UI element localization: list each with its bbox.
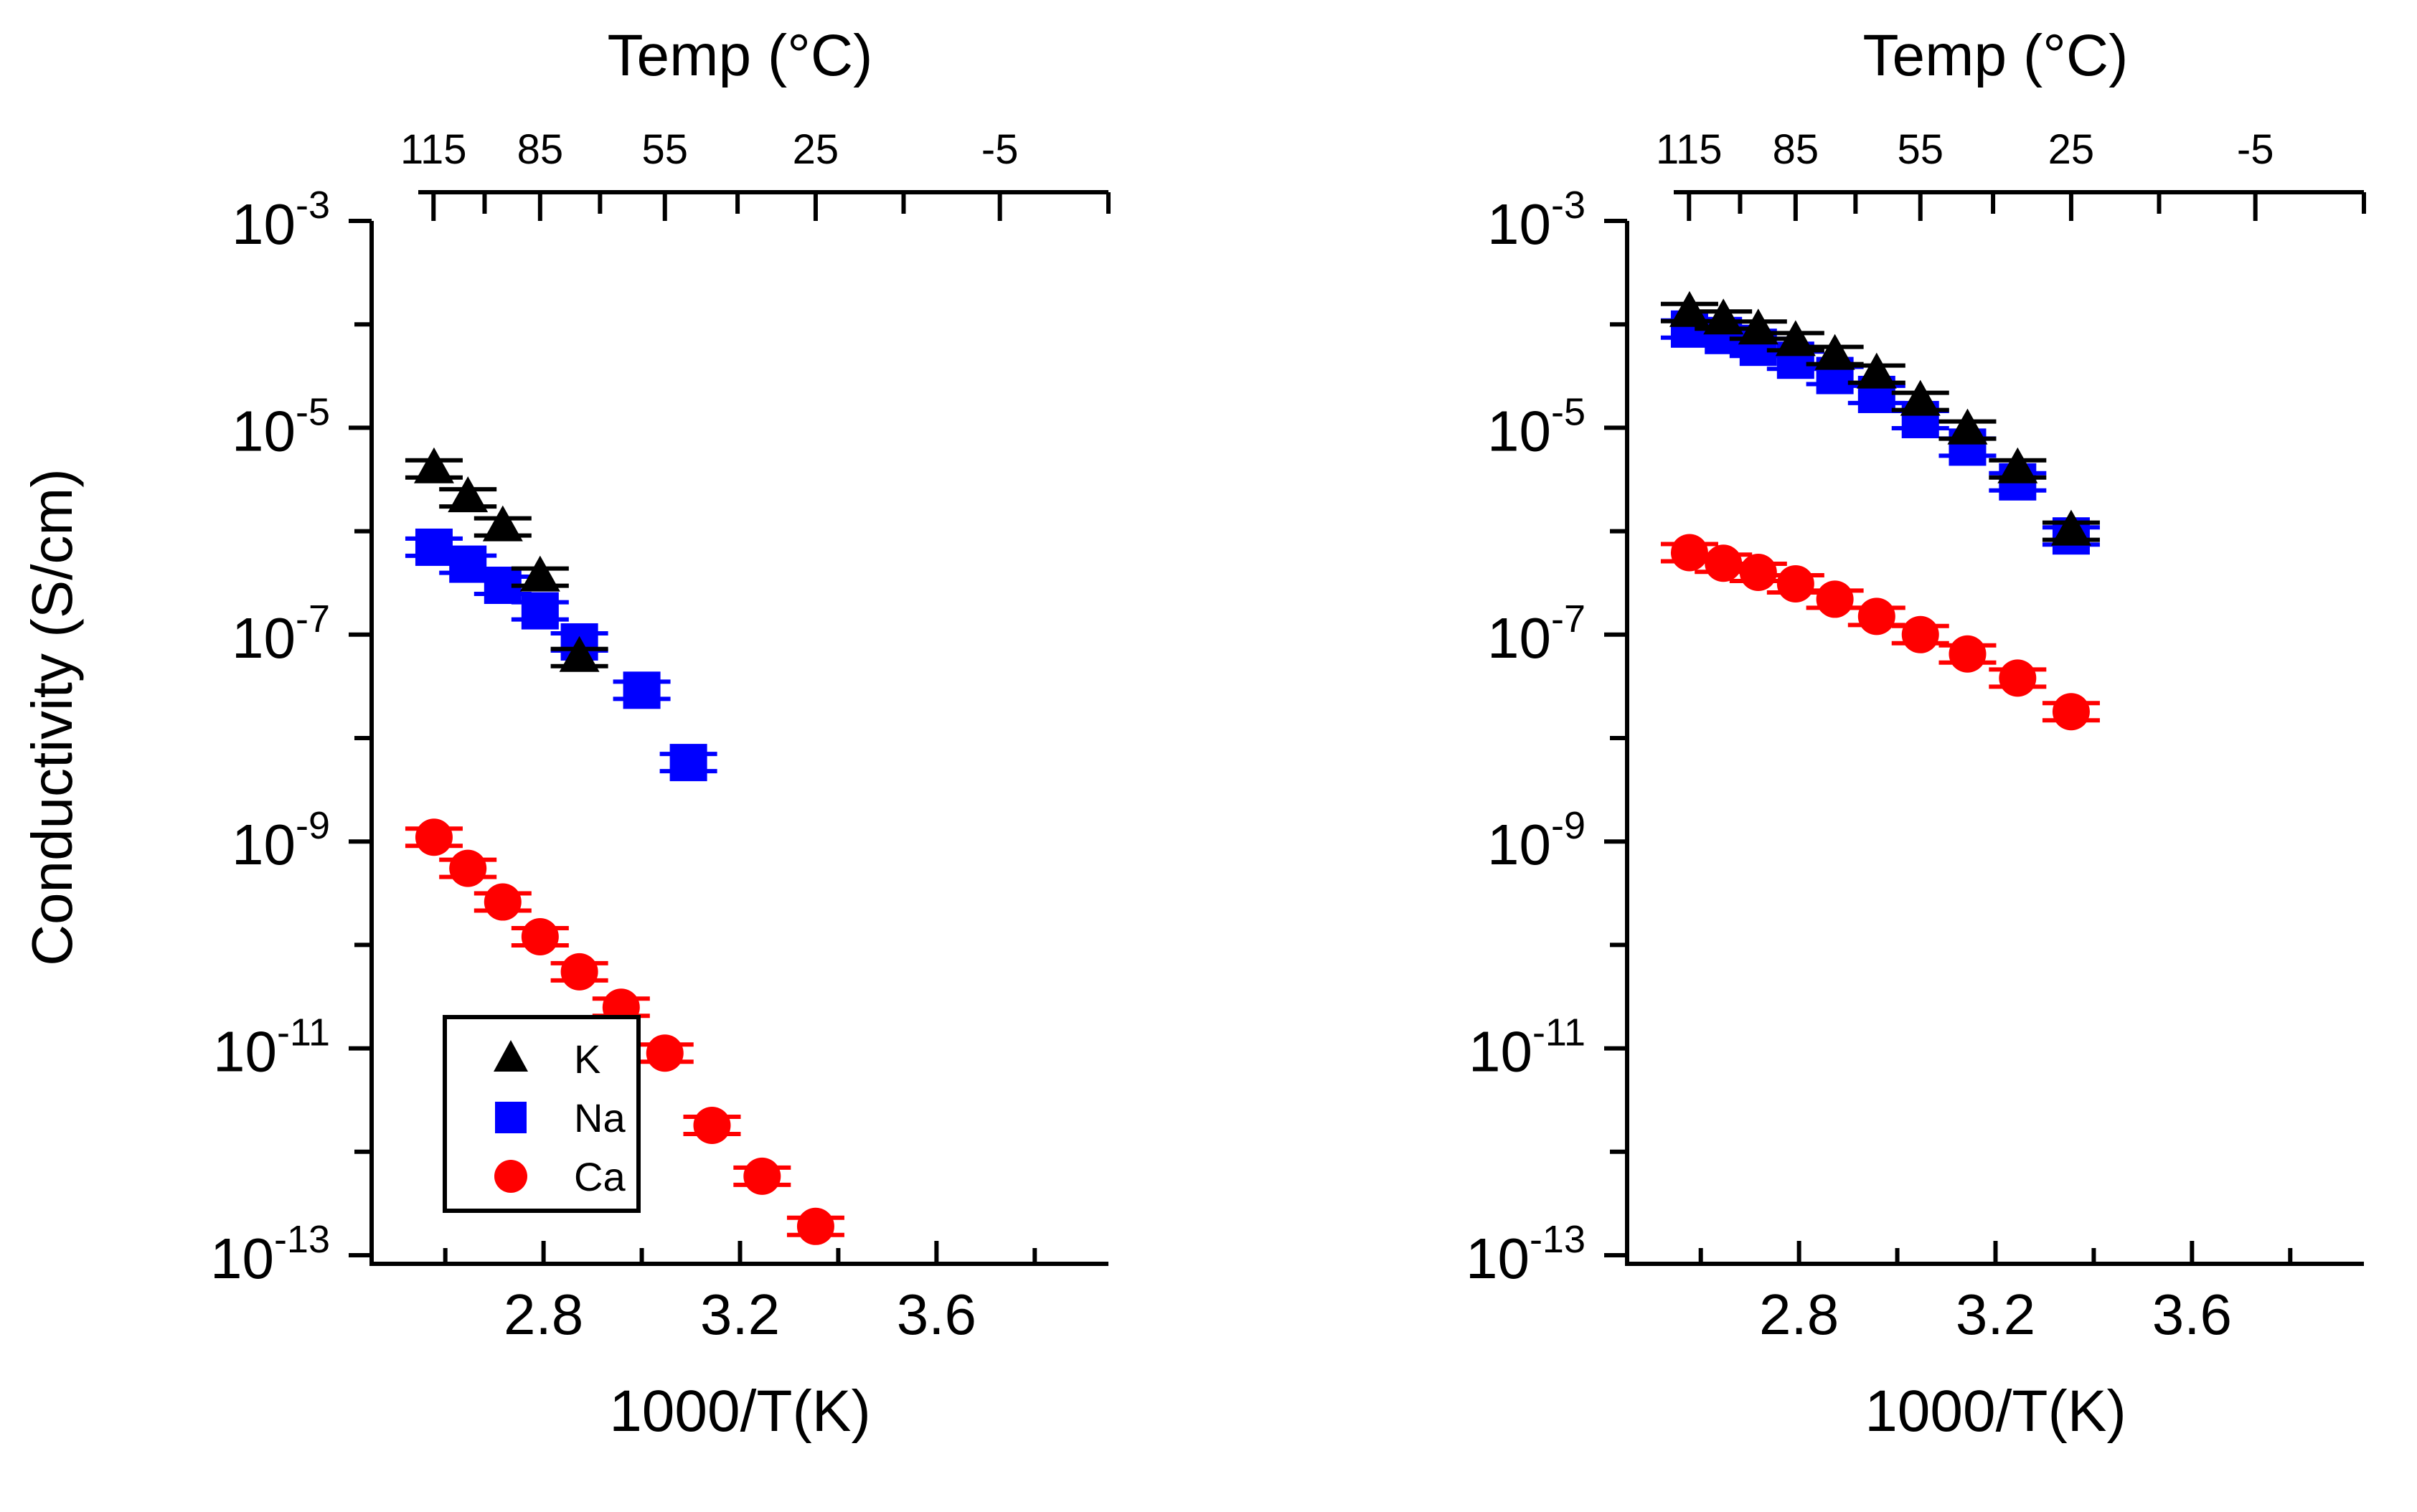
y-tick-label: 10-13 xyxy=(210,1218,330,1290)
data-point-K xyxy=(1814,334,1855,370)
data-point-Na xyxy=(415,528,453,566)
data-point-K xyxy=(519,555,560,592)
data-point-K xyxy=(559,635,600,672)
legend-box xyxy=(443,1015,641,1213)
x-axis-title: 1000/T(K) xyxy=(1865,1379,2126,1444)
legend-marker-Na xyxy=(495,1102,527,1133)
x-tick-label: 3.2 xyxy=(1956,1282,2035,1346)
data-point-K xyxy=(2050,509,2091,546)
top-tick-label: 25 xyxy=(2048,126,2095,173)
data-point-Ca xyxy=(1705,544,1743,582)
x-tick-label: 2.8 xyxy=(1759,1282,1839,1346)
y-tick-label: 10-3 xyxy=(232,184,330,256)
y-tick-label: 10-11 xyxy=(1469,1011,1586,1084)
legend-label-K: K xyxy=(574,1036,600,1082)
data-point-Na xyxy=(669,744,707,782)
legend-marker-Ca xyxy=(494,1160,527,1193)
data-point-Ca xyxy=(560,953,598,991)
data-point-K xyxy=(1703,298,1744,335)
data-point-K xyxy=(1900,379,1941,416)
y-tick-label: 10-5 xyxy=(232,390,330,463)
y-tick-label: 10-7 xyxy=(232,597,330,670)
data-point-Ca xyxy=(1776,564,1814,603)
data-point-K xyxy=(1947,408,1988,445)
data-point-Na xyxy=(623,671,661,709)
legend-marker-K xyxy=(494,1040,528,1072)
data-point-Ca xyxy=(1670,534,1708,572)
data-point-K xyxy=(1856,352,1897,389)
y-tick-label: 10-9 xyxy=(232,804,330,877)
top-tick-label: -5 xyxy=(2237,126,2274,173)
top-axis-title: Temp (°C) xyxy=(608,23,873,88)
data-point-Ca xyxy=(484,883,522,921)
x-tick-label: 3.2 xyxy=(700,1282,780,1346)
data-point-Ca xyxy=(743,1157,781,1195)
series-Na xyxy=(405,528,717,782)
data-point-Ca xyxy=(1949,635,1987,673)
legend: K Na Ca xyxy=(443,1015,641,1213)
y-tick-label: 10-13 xyxy=(1466,1218,1586,1290)
chart-right: 10-3 10-5 10-7 10-9 10-11 10-13 2.8 3.2 3.6 1000/… xyxy=(1466,23,2366,1444)
y-tick-label: 10-5 xyxy=(1487,390,1586,463)
data-point-Ca xyxy=(646,1034,684,1072)
series-K xyxy=(1660,290,2100,546)
data-point-K xyxy=(413,447,454,483)
series-Ca xyxy=(1660,534,2100,731)
top-tick-label: 85 xyxy=(517,126,564,173)
data-point-K xyxy=(482,505,523,542)
y-tick-label: 10-9 xyxy=(1487,804,1586,877)
y-tick-label: 10-11 xyxy=(213,1011,330,1084)
data-point-Ca xyxy=(521,917,559,955)
chart-left: 10-3 10-5 10-7 10-9 10-11 10-13 2.8 3.2 3.6 1000/… xyxy=(210,23,1111,1444)
y-axis-label: Conductivity (S/cm) xyxy=(20,468,84,965)
series-K xyxy=(405,447,608,672)
data-point-K xyxy=(1997,447,2038,483)
data-point-Ca xyxy=(1857,597,1895,635)
data-point-Ca xyxy=(449,849,487,887)
legend-label-Ca: Ca xyxy=(574,1154,626,1199)
top-tick-label: 25 xyxy=(793,126,839,173)
data-point-Ca xyxy=(1739,553,1777,591)
top-tick-label: 115 xyxy=(1656,126,1722,173)
x-tick-label: 3.6 xyxy=(897,1282,976,1346)
data-point-K xyxy=(448,476,489,513)
data-point-Ca xyxy=(1816,580,1854,618)
data-point-K xyxy=(1738,308,1778,345)
y-tick-label: 10-7 xyxy=(1487,597,1586,670)
data-point-Na xyxy=(521,592,559,630)
data-point-Ca xyxy=(1901,615,1939,653)
legend-label-Na: Na xyxy=(574,1095,626,1140)
data-point-K xyxy=(1775,320,1816,356)
top-tick-label: 85 xyxy=(1773,126,1819,173)
data-point-K xyxy=(1669,290,1710,327)
top-tick-label: 55 xyxy=(641,126,688,173)
data-point-Ca xyxy=(1999,659,2037,697)
x-tick-label: 2.8 xyxy=(504,1282,583,1346)
data-point-Ca xyxy=(796,1207,834,1245)
top-axis-title: Temp (°C) xyxy=(1863,23,2129,88)
series-Na xyxy=(1660,310,2100,555)
x-axis-title: 1000/T(K) xyxy=(609,1379,871,1444)
top-tick-label: 55 xyxy=(1897,126,1944,173)
data-point-Ca xyxy=(693,1106,731,1144)
x-tick-label: 3.6 xyxy=(2152,1282,2232,1346)
data-point-Ca xyxy=(2052,693,2090,731)
top-tick-label: -5 xyxy=(981,126,1019,173)
top-tick-label: 115 xyxy=(400,126,466,173)
y-tick-label: 10-3 xyxy=(1487,184,1586,256)
data-point-Ca xyxy=(415,818,453,856)
